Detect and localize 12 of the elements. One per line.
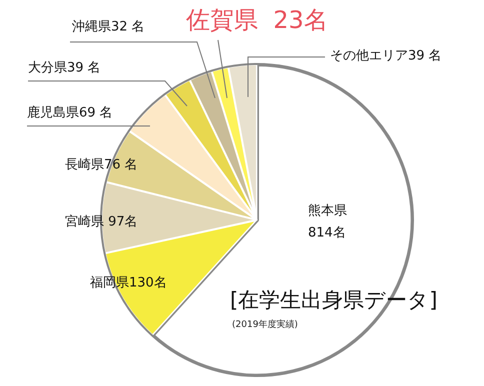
slice-label: 福岡県130名 [90,275,167,290]
slice-label: 沖縄県32 名 [72,19,145,34]
slice-label: 長崎県76 名 [65,157,138,172]
text: [在学生出身県データ] [230,287,438,314]
slice-label: 佐賀県 23名 [186,6,328,34]
text: (2019年度実績) [232,318,298,331]
slice-label: 鹿児島県69 名 [27,105,113,120]
slice-label: 大分県39 名 [28,60,101,76]
slice-label: 宮崎県 97名 [65,213,138,230]
slice-label: その他エリア39 名 [330,48,442,64]
slice-label: 熊本県 [308,203,347,218]
data-label: 814名 [308,225,346,240]
